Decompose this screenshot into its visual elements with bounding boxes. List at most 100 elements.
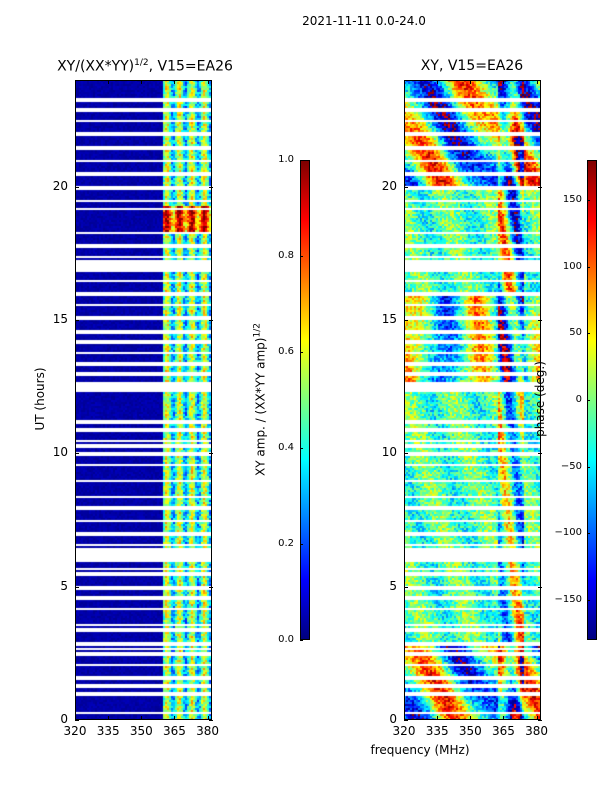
- y-tick-label: 0: [389, 712, 397, 726]
- colorbar-tick-label: 150: [562, 194, 582, 205]
- colorbar-tick-label: 0: [575, 394, 582, 405]
- colorbar-tick-label: 0.0: [278, 634, 294, 645]
- amp-plot-frame: [75, 80, 212, 720]
- colorbar-tick-mark: [300, 352, 303, 353]
- colorbar-tick-label: −100: [554, 527, 582, 539]
- y-tick-mark: [404, 586, 408, 588]
- x-tick-label: 380: [525, 724, 549, 738]
- amp-y-axis-label: UT (hours): [33, 367, 47, 431]
- x-tick-mark-top: [174, 80, 176, 84]
- colorbar-tick-label: 0.6: [278, 346, 294, 357]
- amp-colorbar-label-prefix: XY amp. / (XX*YY amp): [253, 337, 268, 476]
- y-tick-label: 20: [381, 178, 397, 193]
- colorbar-tick-label: 1.0: [278, 154, 294, 165]
- y-tick-label: 15: [52, 312, 68, 326]
- x-tick-mark: [141, 716, 143, 720]
- y-tick-label: 20: [52, 178, 68, 193]
- colorbar-tick-label: 50: [569, 327, 582, 339]
- y-tick-mark: [404, 720, 408, 721]
- amp-colorbar-label-sup: 1/2: [252, 323, 263, 338]
- colorbar-tick-mark: [300, 256, 303, 257]
- y-tick-mark-right: [209, 320, 213, 321]
- y-tick-mark-right: [209, 720, 213, 721]
- amp-title-suffix: , V15=EA26: [148, 58, 233, 75]
- y-tick-mark: [75, 186, 79, 188]
- phase-panel-title: XY, V15=EA26: [420, 58, 524, 74]
- x-tick-mark: [108, 716, 110, 720]
- y-tick-mark: [404, 453, 408, 455]
- y-tick-label: 10: [381, 445, 397, 460]
- colorbar-tick-mark: [587, 600, 590, 601]
- x-tick-label: 380: [196, 724, 220, 738]
- x-tick-label: 350: [458, 724, 482, 738]
- x-tick-mark-top: [108, 80, 110, 84]
- phase-x-axis-label: frequency (MHz): [370, 743, 470, 757]
- colorbar-tick-label: 0.2: [278, 538, 294, 549]
- colorbar-tick-mark: [300, 640, 303, 641]
- y-tick-mark-right: [209, 586, 213, 588]
- y-tick-mark-right: [538, 720, 542, 721]
- x-tick-mark: [207, 716, 209, 720]
- amp-colorbar: [300, 160, 310, 640]
- colorbar-tick-mark: [300, 448, 303, 449]
- y-tick-label: 10: [52, 445, 68, 460]
- y-tick-mark-right: [209, 453, 213, 455]
- x-tick-label: 365: [491, 724, 515, 738]
- phase-colorbar-label: phase (deg.): [533, 361, 547, 437]
- colorbar-tick-mark: [587, 266, 590, 268]
- amp-title-sup: 1/2: [134, 58, 149, 68]
- colorbar-tick-mark: [587, 200, 590, 201]
- amp-colorbar-label: XY amp. / (XX*YY amp)1/2: [253, 320, 268, 480]
- figure-title: 2021-11-11 0.0-24.0: [302, 14, 426, 28]
- x-tick-mark-top: [207, 80, 209, 84]
- x-tick-mark: [437, 716, 439, 720]
- colorbar-tick-label: −150: [554, 594, 582, 605]
- x-tick-label: 350: [129, 724, 153, 738]
- x-tick-mark-top: [536, 80, 538, 84]
- amp-panel-title: XY/(XX*YY)1/2, V15=EA26: [30, 58, 260, 75]
- y-tick-mark-right: [538, 453, 542, 455]
- colorbar-tick-mark: [587, 533, 590, 535]
- x-tick-label: 365: [162, 724, 186, 738]
- x-tick-mark: [174, 716, 176, 720]
- y-tick-mark: [404, 186, 408, 188]
- phase-heatmap: [404, 80, 540, 720]
- phase-plot-frame: [404, 80, 541, 720]
- colorbar-tick-label: −50: [560, 460, 582, 472]
- colorbar-tick-mark: [587, 466, 590, 468]
- y-tick-mark: [404, 320, 408, 321]
- x-tick-label: 335: [96, 724, 120, 738]
- x-tick-mark: [75, 716, 76, 720]
- x-tick-mark-top: [141, 80, 143, 84]
- x-tick-mark-top: [437, 80, 439, 84]
- y-tick-mark-right: [538, 586, 542, 588]
- x-tick-mark-top: [503, 80, 505, 84]
- x-tick-mark-top: [470, 80, 472, 84]
- x-tick-mark: [470, 716, 472, 720]
- colorbar-tick-mark: [587, 333, 590, 335]
- x-tick-label: 335: [425, 724, 449, 738]
- x-tick-mark: [536, 716, 538, 720]
- colorbar-tick-mark: [587, 400, 590, 401]
- y-tick-mark: [75, 320, 79, 321]
- y-tick-mark: [75, 720, 79, 721]
- y-tick-mark-right: [538, 186, 542, 188]
- x-tick-label: 320: [63, 724, 87, 738]
- x-tick-mark-top: [75, 80, 76, 84]
- y-tick-mark: [75, 453, 79, 455]
- y-tick-mark-right: [209, 186, 213, 188]
- amp-title-prefix: XY/(XX*YY): [57, 58, 135, 75]
- y-tick-label: 15: [381, 312, 397, 326]
- x-tick-mark: [503, 716, 505, 720]
- amp-heatmap: [75, 80, 211, 720]
- y-tick-mark: [75, 586, 79, 588]
- y-tick-label: 5: [389, 578, 397, 593]
- y-tick-label: 0: [60, 712, 68, 726]
- colorbar-tick-label: 0.4: [278, 442, 294, 453]
- x-tick-mark: [404, 716, 405, 720]
- colorbar-tick-mark: [300, 544, 303, 545]
- colorbar-tick-label: 0.8: [278, 250, 294, 261]
- x-tick-mark-top: [404, 80, 405, 84]
- colorbar-tick-label: 100: [562, 260, 582, 272]
- colorbar-tick-mark: [300, 160, 303, 161]
